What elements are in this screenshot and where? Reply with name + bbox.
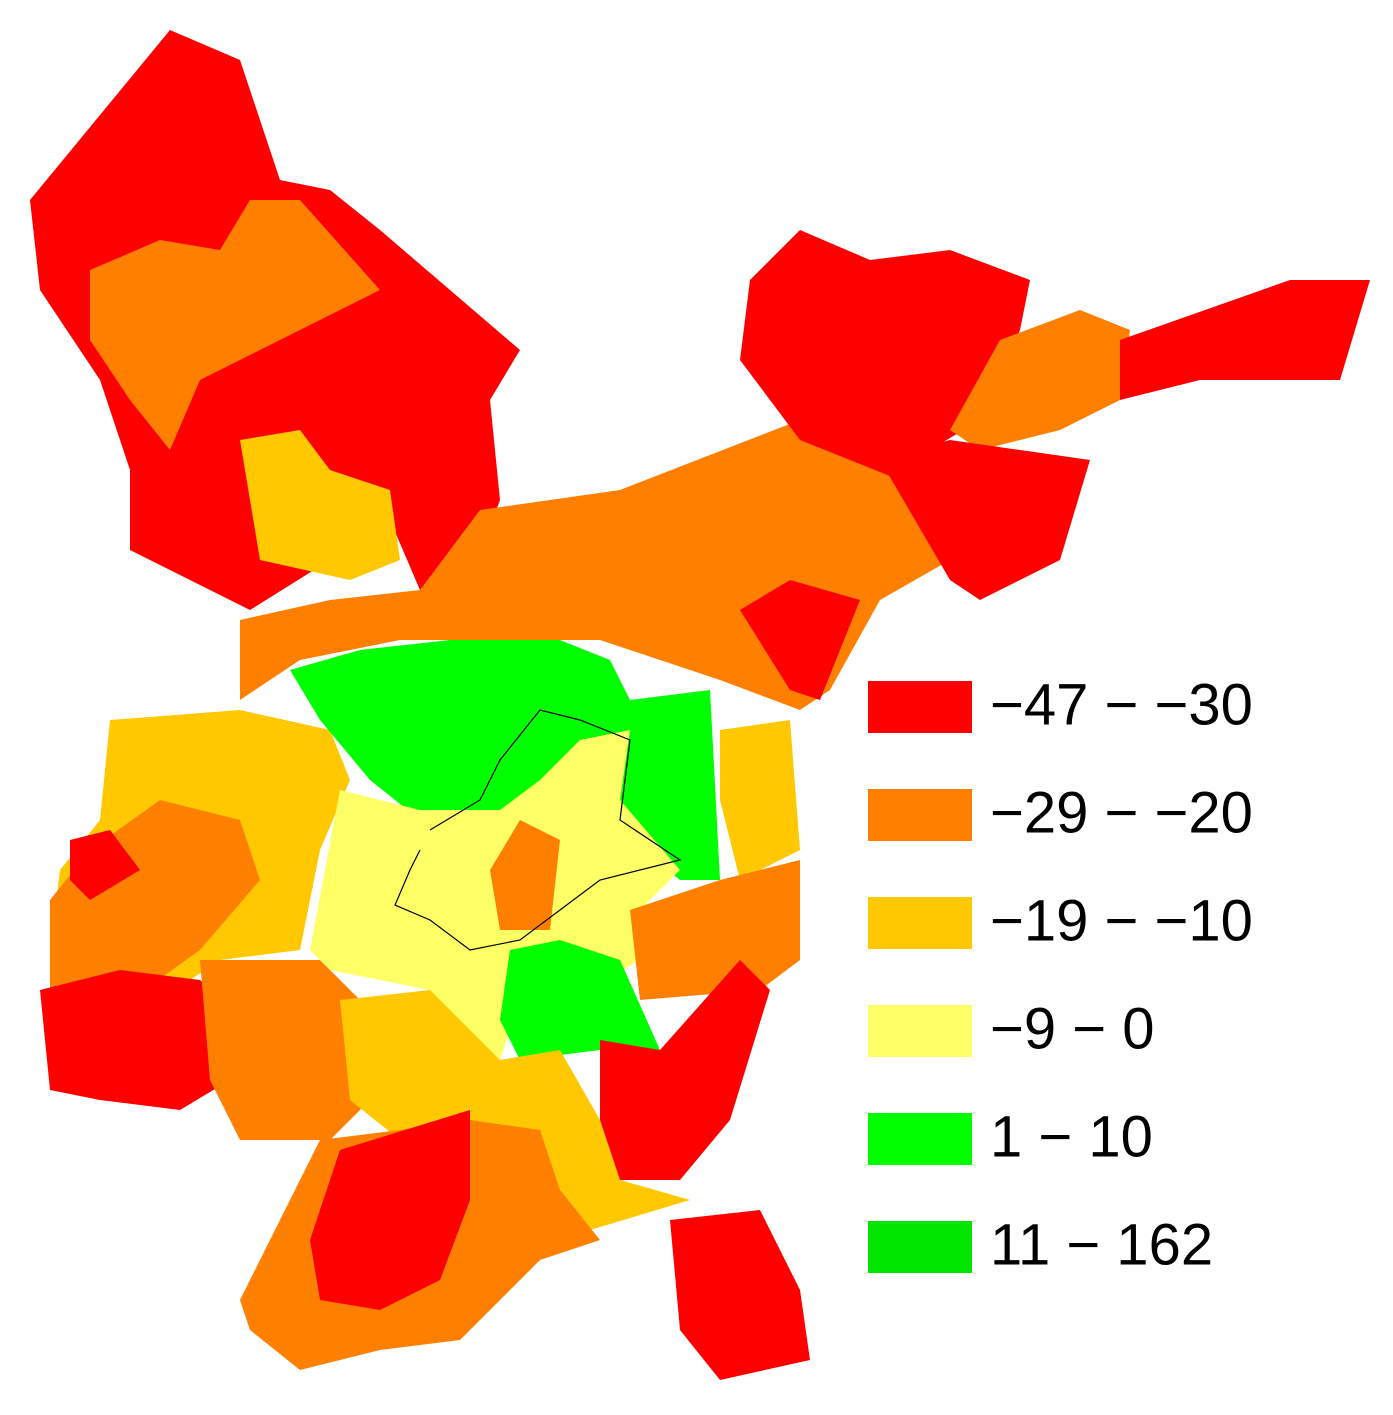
region (500, 940, 660, 1060)
region (1120, 280, 1370, 400)
legend-label: −19 − −10 (990, 888, 1253, 953)
legend-label: −29 − −20 (990, 780, 1253, 845)
legend: −47 − −30 −29 − −20 −19 − −10 −9 − 0 1 − 10 1… (868, 672, 1253, 1277)
legend-label: −9 − 0 (990, 996, 1154, 1061)
region (200, 960, 380, 1140)
legend-swatch (868, 789, 972, 841)
legend-swatch (868, 897, 972, 949)
region (720, 720, 800, 880)
region (90, 200, 380, 450)
region (600, 960, 770, 1180)
region (240, 430, 400, 580)
legend-label: 11 − 162 (990, 1212, 1213, 1277)
region (630, 860, 800, 1000)
region (490, 820, 560, 930)
region (740, 580, 860, 700)
legend-box (858, 650, 1330, 1290)
legend-label: −47 − −30 (990, 672, 1253, 737)
legend-swatch (868, 681, 972, 733)
region (340, 990, 690, 1230)
legend-swatch (868, 1221, 972, 1273)
region (70, 830, 140, 900)
city-boundary (394, 709, 682, 951)
legend-label: 1 − 10 (990, 1104, 1153, 1169)
region (950, 310, 1130, 450)
region (670, 1210, 810, 1380)
region (310, 1110, 470, 1310)
legend-swatch (868, 1113, 972, 1165)
region (880, 440, 1090, 600)
legend-swatch (868, 1005, 972, 1057)
region (40, 970, 240, 1110)
regions (30, 30, 1370, 1380)
